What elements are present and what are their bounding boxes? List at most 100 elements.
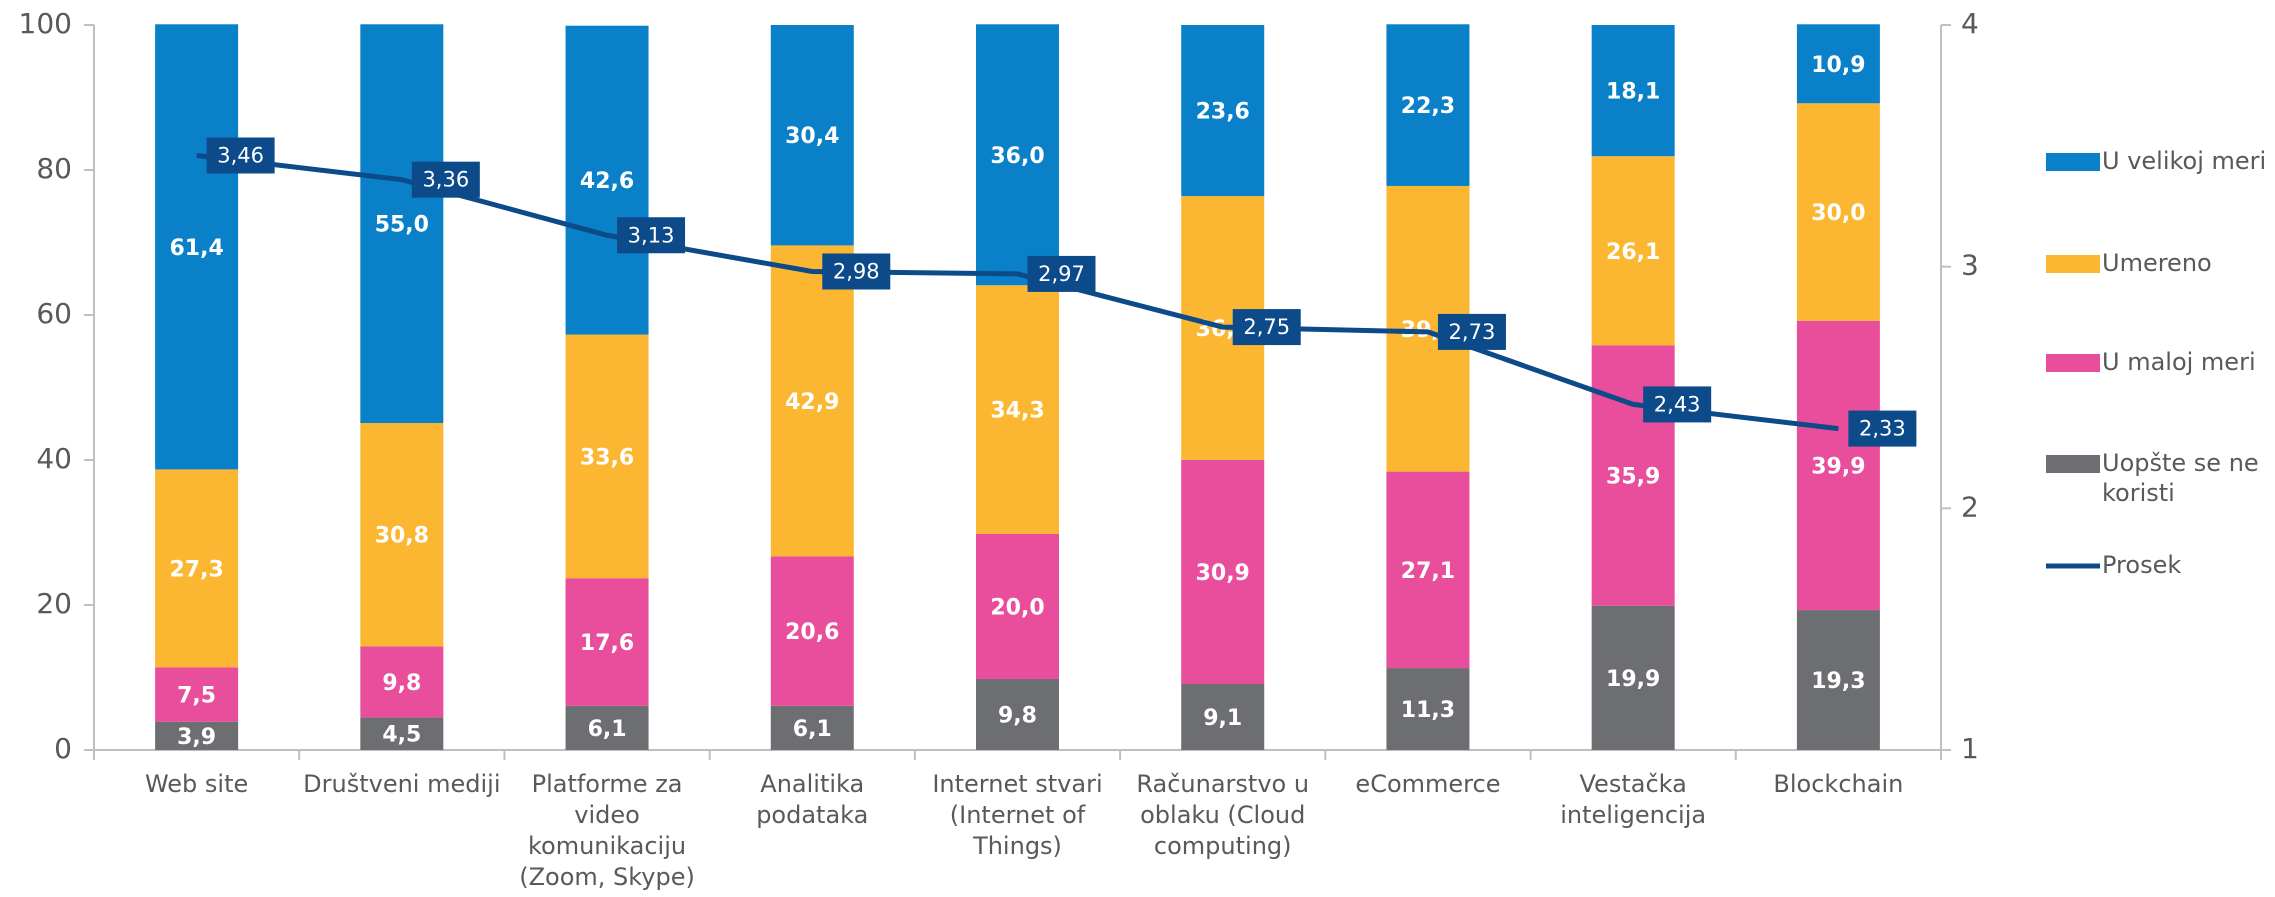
legend-swatch	[2046, 255, 2100, 273]
bar-segment	[360, 423, 444, 647]
avg-label-box	[822, 253, 891, 290]
bar-segment	[1181, 684, 1265, 750]
x-tick-label: Blockchain	[1773, 770, 1903, 798]
legend-label: Umereno	[2102, 249, 2212, 277]
y2-tick-label: 3	[1961, 249, 1979, 282]
bar-segment	[770, 25, 854, 246]
legend-swatch	[2046, 455, 2100, 473]
avg-label-box	[411, 161, 480, 198]
avg-label: 2,97	[1038, 262, 1085, 286]
data-label: 9,1	[1203, 706, 1242, 731]
avg-label: 3,36	[422, 168, 469, 192]
data-label: 19,3	[1811, 669, 1865, 694]
bar-segment	[770, 556, 854, 706]
data-label: 4,5	[382, 723, 421, 748]
legend-label: U velikoj meri	[2102, 147, 2266, 175]
x-tick-label: Računarstvo u oblaku (Cloud computing)	[1136, 770, 1309, 860]
x-tick-label: Vestačka inteligencija	[1560, 770, 1706, 829]
bar-segment	[565, 705, 649, 750]
bar-segment	[1591, 156, 1675, 346]
bar-segment	[1386, 471, 1470, 669]
data-label: 30,9	[1196, 561, 1250, 586]
legend-label: Uopšte se ne koristi	[2102, 449, 2259, 507]
data-label: 27,1	[1401, 559, 1455, 584]
data-label: 36,0	[990, 144, 1044, 169]
y-tick-label: 0	[54, 732, 72, 765]
avg-line	[196, 153, 1839, 432]
bar-segment	[360, 717, 444, 750]
data-label: 61,4	[169, 236, 223, 261]
avg-label-box	[617, 217, 686, 254]
avg-label: 3,13	[628, 223, 675, 247]
bar-segment	[155, 469, 239, 668]
data-label: 7,5	[177, 684, 216, 709]
data-label: 17,6	[580, 631, 634, 656]
bar-segment	[360, 646, 444, 718]
data-label: 20,6	[785, 620, 839, 645]
bar-segment	[1591, 25, 1675, 157]
data-label: 30,4	[785, 124, 839, 149]
data-label: 23,6	[1196, 100, 1250, 125]
bar-segment	[565, 334, 649, 579]
bar-segment	[565, 578, 649, 706]
bar-segment	[155, 24, 239, 470]
y-tick-label: 100	[19, 7, 72, 40]
avg-label-box	[1232, 309, 1301, 346]
y-tick-label: 40	[36, 442, 72, 475]
bar-segment	[360, 24, 444, 424]
legend-label: Prosek	[2102, 551, 2181, 579]
avg-label: 2,75	[1243, 315, 1290, 339]
avg-label-box	[206, 137, 275, 174]
y-tick-label: 20	[36, 587, 72, 620]
bar-segment	[770, 245, 854, 557]
bar-segment	[1796, 320, 1880, 611]
bar-segment	[1386, 668, 1470, 750]
bar-segment	[155, 721, 239, 750]
avg-label-box	[1437, 313, 1506, 350]
data-label: 33,6	[580, 445, 634, 470]
bar-segment	[1591, 605, 1675, 750]
data-label: 30,8	[375, 524, 429, 549]
avg-label-box	[1643, 386, 1712, 423]
data-label: 35,9	[1606, 465, 1660, 490]
avg-label-box	[1848, 410, 1917, 447]
x-tick-label: Web site	[145, 770, 248, 798]
data-label: 30,0	[1811, 201, 1865, 226]
bar-segment	[1181, 460, 1265, 685]
bar-segment	[1386, 24, 1470, 186]
bar-segment	[1181, 25, 1265, 197]
avg-label: 2,98	[833, 260, 880, 284]
x-tick-label: eCommerce	[1355, 770, 1500, 798]
bar-segment	[770, 705, 854, 750]
legend-swatch	[2046, 153, 2100, 171]
data-label: 26,1	[1606, 240, 1660, 265]
data-label: 42,6	[580, 169, 634, 194]
data-label: 9,8	[382, 671, 421, 696]
data-label: 6,1	[588, 717, 627, 742]
legend-swatch	[2046, 354, 2100, 372]
y2-tick-label: 1	[1961, 732, 1979, 765]
data-label: 9,8	[998, 703, 1037, 728]
data-label: 39,9	[1811, 454, 1865, 479]
y-tick-label: 80	[36, 152, 72, 185]
bar-segment	[976, 678, 1059, 750]
data-label: 42,9	[785, 390, 839, 415]
x-tick-label: Platforme za video komunikaciju (Zoom, Skyp…	[519, 770, 695, 891]
bar-segment	[565, 25, 649, 335]
data-label: 10,9	[1811, 53, 1865, 78]
bar-segment	[155, 667, 239, 722]
data-label: 18,1	[1606, 80, 1660, 105]
data-label: 22,3	[1401, 94, 1455, 119]
data-label: 34,3	[990, 399, 1044, 424]
data-label: 3,9	[177, 725, 216, 750]
bar-segment	[1796, 103, 1880, 321]
avg-label: 2,33	[1859, 417, 1906, 441]
avg-label: 3,46	[217, 144, 264, 168]
bar-segment	[976, 285, 1059, 534]
y2-tick-label: 2	[1961, 490, 1979, 523]
avg-label-box	[1027, 255, 1096, 292]
x-tick-label: Internet stvari (Internet of Things)	[932, 770, 1102, 860]
data-label: 11,3	[1401, 698, 1455, 723]
y-tick-label: 60	[36, 297, 72, 330]
bar-segment	[1796, 24, 1880, 104]
